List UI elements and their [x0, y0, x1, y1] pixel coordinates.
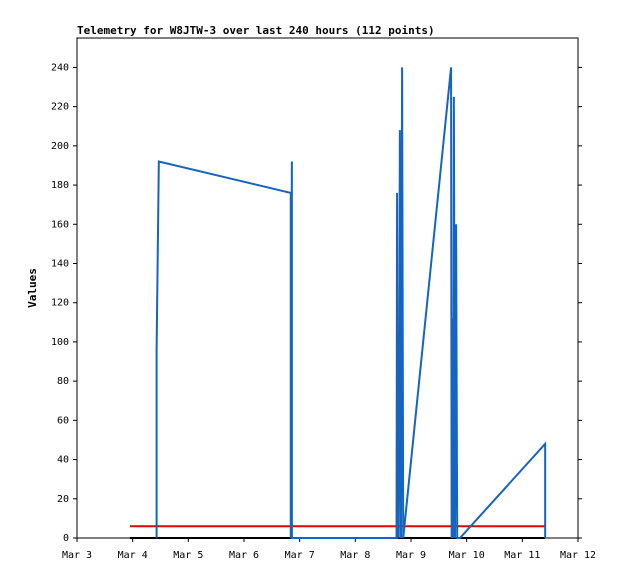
x-tick-label: Mar 12: [560, 550, 596, 561]
y-tick-label: 0: [63, 533, 69, 544]
chart-title: Telemetry for W8JTW-3 over last 240 hour…: [77, 24, 435, 37]
y-tick-label: 220: [51, 102, 69, 113]
plot-frame: [76, 37, 579, 539]
y-tick-label: 80: [57, 376, 69, 387]
y-tick-label: 200: [51, 141, 69, 152]
y-tick-label: 40: [57, 455, 69, 466]
y-tick-label: 180: [51, 180, 69, 191]
x-tick-label: Mar 9: [396, 550, 426, 561]
y-tick-label: 20: [57, 494, 69, 505]
y-tick-label: 240: [51, 62, 69, 73]
y-tick-label: 60: [57, 415, 69, 426]
x-tick-label: Mar 6: [229, 550, 259, 561]
x-tick-label: Mar 8: [340, 550, 370, 561]
x-tick-label: Mar 11: [504, 550, 540, 561]
x-tick-label: Mar 7: [285, 550, 315, 561]
y-axis-label: Values: [26, 268, 39, 308]
y-tick-label: 140: [51, 258, 69, 269]
y-tick-label: 100: [51, 337, 69, 348]
x-tick-label: Mar 4: [118, 550, 148, 561]
y-tick-label: 120: [51, 298, 69, 309]
y-tick-label: 160: [51, 219, 69, 230]
series-line: [155, 67, 547, 539]
x-tick-label: Mar 10: [449, 550, 485, 561]
x-tick-label: Mar 5: [173, 550, 203, 561]
x-tick-label: Mar 3: [62, 550, 92, 561]
